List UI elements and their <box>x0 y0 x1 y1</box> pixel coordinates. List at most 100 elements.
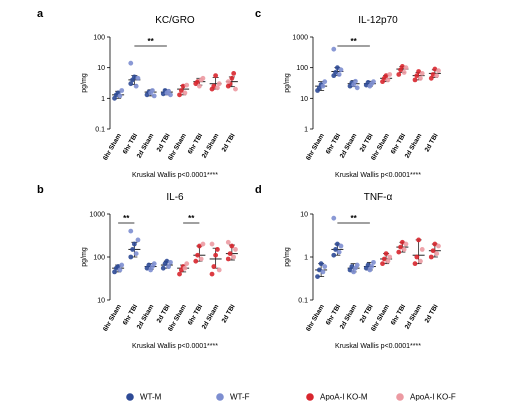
data-point-male <box>178 88 184 93</box>
data-point-female <box>320 83 326 89</box>
x-tick-label: 6hr TBI <box>325 303 342 326</box>
data-point-female <box>401 70 407 75</box>
y-axis-label: pg/mg <box>81 247 88 267</box>
data-point-female <box>233 247 238 252</box>
legend-marker <box>126 393 134 401</box>
data-point-female <box>209 241 215 247</box>
data-point-female <box>403 241 409 247</box>
data-point-male <box>131 74 137 80</box>
data-point-female <box>168 259 173 265</box>
data-point-female <box>182 265 188 271</box>
y-tick-label: 100 <box>93 35 105 42</box>
data-point-male <box>131 241 137 247</box>
x-tick-label: 6hr TBI <box>325 132 342 155</box>
legend-marker <box>216 393 224 401</box>
data-point-male <box>318 261 324 267</box>
data-point-female <box>133 83 139 89</box>
y-tick-label: 100 <box>93 255 105 262</box>
data-point-female <box>168 92 173 98</box>
data-point-male <box>227 251 233 256</box>
data-point-male <box>146 262 152 268</box>
panel-letter: d <box>255 184 262 196</box>
data-point-female <box>322 79 328 85</box>
x-tick-label: 2d TBI <box>424 303 440 324</box>
data-point-female <box>119 88 125 93</box>
legend-marker <box>306 393 314 401</box>
data-point-male <box>349 264 355 269</box>
data-point-male <box>432 241 438 247</box>
legend-label: ApoA-I KO-M <box>320 393 368 402</box>
kruskal-wallis-note: Kruskal Wallis p<0.0001**** <box>132 343 218 350</box>
significance-label: ** <box>123 214 130 223</box>
x-tick-label: 2d TBI <box>221 303 237 324</box>
x-tick-label: 6hr TBI <box>122 303 139 326</box>
data-point-male <box>416 237 422 243</box>
chart-title: IL-6 <box>166 192 184 203</box>
data-point-male <box>177 92 182 98</box>
data-point-female <box>216 81 222 87</box>
data-point-male <box>225 256 231 262</box>
y-tick-label: 0.1 <box>95 127 105 134</box>
data-point-male <box>195 79 200 85</box>
y-tick-label: 1000 <box>292 35 308 42</box>
data-point-male <box>316 267 322 273</box>
data-point-female <box>233 86 238 92</box>
y-tick-label: 1 <box>304 127 308 134</box>
data-point-female <box>216 267 222 273</box>
data-point-female <box>351 269 357 275</box>
x-tick-label: 6hr Sham <box>102 132 123 161</box>
y-tick-label: 1000 <box>89 212 105 219</box>
data-point-male <box>195 252 200 258</box>
panel-letter: c <box>255 8 261 20</box>
data-point-male <box>365 80 371 85</box>
data-point-female <box>369 264 375 269</box>
data-point-male <box>396 72 402 77</box>
data-point-male <box>412 77 418 83</box>
legend-label: WT-M <box>140 393 162 402</box>
data-point-male <box>193 258 199 264</box>
data-point-male <box>412 261 418 267</box>
data-point-female <box>128 60 134 66</box>
data-point-female <box>387 254 393 260</box>
data-point-female <box>320 269 326 275</box>
legend: WT-M WT-F ApoA-I KO-M ApoA-I KO-F <box>126 393 456 402</box>
data-point-female <box>196 83 202 89</box>
kruskal-wallis-note: Kruskal Wallis p<0.0001**** <box>335 343 421 350</box>
data-point-female <box>353 78 358 84</box>
data-point-male <box>428 254 434 260</box>
y-tick-label: 0.1 <box>298 298 308 305</box>
data-point-male <box>215 247 220 252</box>
data-point-male <box>383 251 389 256</box>
panel-letter: a <box>37 8 44 20</box>
data-point-female <box>338 243 344 249</box>
data-point-male <box>180 83 186 89</box>
y-tick-label: 100 <box>296 65 308 72</box>
data-point-male <box>209 271 215 277</box>
data-point-male <box>331 252 337 258</box>
data-point-female <box>331 46 337 52</box>
data-point-female <box>338 67 344 73</box>
legend-label: ApoA-I KO-F <box>410 393 456 402</box>
data-point-female <box>128 228 134 234</box>
chart-title: TNF-α <box>364 192 393 203</box>
data-point-male <box>432 66 438 72</box>
data-point-female <box>117 267 123 273</box>
data-point-female <box>150 88 155 93</box>
data-point-female <box>336 249 342 255</box>
significance-label: ** <box>351 37 358 46</box>
data-point-female <box>434 73 440 79</box>
data-point-female <box>354 262 360 268</box>
data-point-female <box>401 247 407 252</box>
y-tick-label: 10 <box>300 96 308 103</box>
legend-marker <box>396 393 404 401</box>
chart-title: KC/GRO <box>155 15 195 26</box>
data-point-female <box>336 72 342 77</box>
data-point-female <box>387 72 393 77</box>
data-point-female <box>198 256 204 262</box>
chart-title: IL-12p70 <box>358 15 398 26</box>
data-point-female <box>166 88 172 94</box>
data-point-male <box>333 70 338 75</box>
significance-label: ** <box>148 37 155 46</box>
data-point-female <box>119 262 125 268</box>
